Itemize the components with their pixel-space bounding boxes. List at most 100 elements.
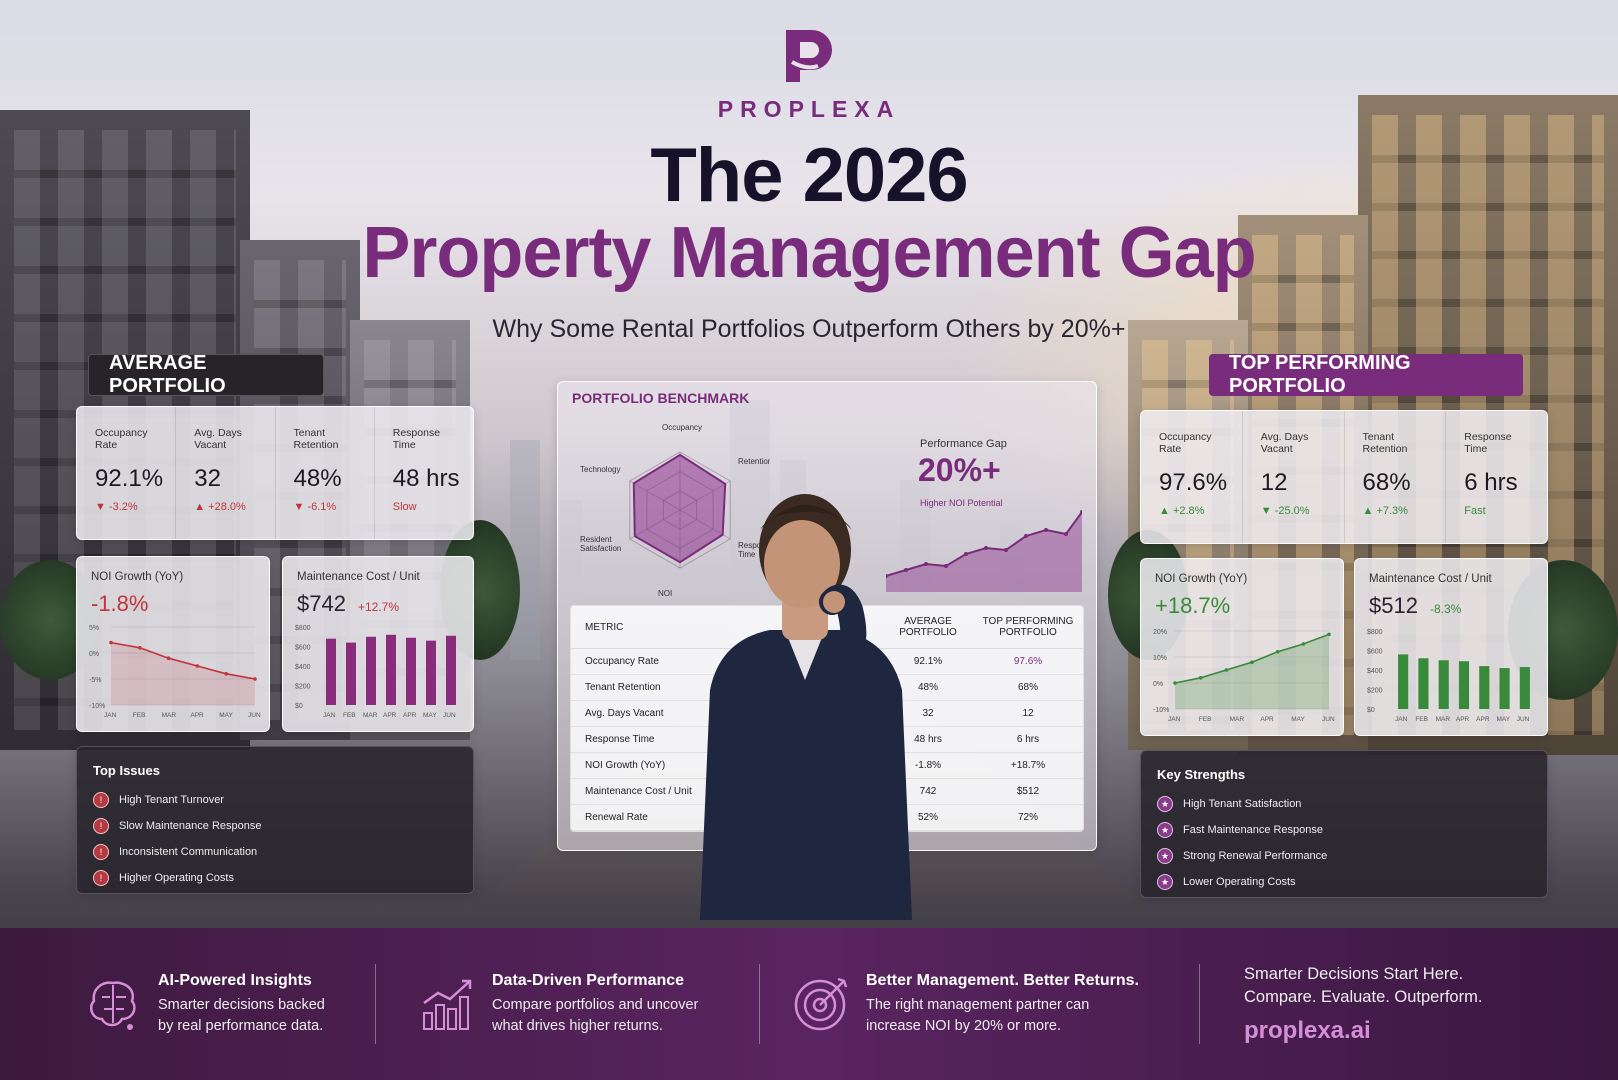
data-point [1250, 660, 1254, 664]
noi-label: NOI Growth (YoY) [1155, 573, 1248, 585]
y-tick-label: $800 [1367, 629, 1383, 636]
bar [1458, 661, 1470, 709]
trend-point [1080, 510, 1082, 514]
kpi-label: Occupancy Rate [1159, 431, 1212, 455]
businessman-figure [700, 494, 912, 920]
y-tick-label: $0 [1367, 707, 1375, 714]
x-tick-label: JAN [323, 712, 336, 719]
footer-title: AI-Powered Insights [158, 971, 312, 989]
data-point [1224, 668, 1229, 672]
maintenance-change: -8.3% [1429, 602, 1462, 616]
top-maintenance-chart: $800 $600 $400 $200 $0 JAN FEB MAR APR APR MAY JUN [1367, 629, 1530, 723]
headline-line-2: Property Management Gap [362, 213, 1256, 293]
y-tick-label: -10% [89, 703, 105, 710]
bar [446, 635, 456, 705]
x-tick-label: MAR [1436, 716, 1451, 723]
x-tick-label: APR [1456, 716, 1470, 723]
data-point [1301, 642, 1306, 646]
footer-data-driven: Data-Driven Performance Compare portfoli… [376, 964, 760, 1044]
radar-axis-label: Technology [580, 465, 620, 474]
bar [386, 634, 396, 705]
x-tick-label: JAN [104, 712, 117, 719]
bar [1398, 654, 1409, 709]
area-fill [1175, 634, 1329, 709]
radar-axis-label: Occupancy [662, 423, 702, 432]
trend-point [964, 552, 968, 556]
bar [406, 637, 416, 705]
noi-value: +18.7% [1155, 593, 1231, 618]
data-point [166, 656, 171, 660]
x-tick-label: JAN [1395, 716, 1408, 723]
list-item: ★ Lower Operating Costs [1157, 874, 1531, 890]
target-icon [794, 977, 848, 1031]
bar [426, 640, 436, 705]
list-item: ★ High Tenant Satisfaction [1157, 796, 1531, 812]
x-tick-label: APR [1476, 716, 1490, 723]
data-point [109, 640, 113, 645]
top-issues-card: Top Issues ! High Tenant Turnover! Slow Ma… [76, 746, 474, 894]
list-item-label: Lower Operating Costs [1183, 876, 1296, 888]
col-average: AVERAGE PORTFOLIO [883, 606, 973, 649]
kpi-value: 12 [1260, 469, 1288, 496]
performance-gap-sub: Higher NOI Potential [920, 498, 1003, 508]
kpi-label: Response Time [392, 427, 441, 451]
y-tick-label: $600 [1367, 649, 1383, 656]
kpi-value: 48% [293, 465, 342, 492]
proplexa-logo-icon [786, 30, 832, 82]
average-maintenance-chart: $800 $600 $400 $200 $0 JAN FEB MAR APR APR MAY JUN [295, 625, 456, 719]
bar-chart-growth-icon [423, 979, 472, 1030]
kpi-response-time: Response Time 48 hrs Slow [375, 407, 473, 539]
maintenance-change: +12.7% [357, 600, 399, 614]
trend-point [1024, 534, 1028, 538]
list-item-label: High Tenant Satisfaction [1183, 798, 1302, 810]
data-point [224, 672, 228, 676]
area-fill [111, 642, 255, 705]
bar [1418, 658, 1429, 709]
subheadline: Why Some Rental Portfolios Outperform Ot… [492, 315, 1126, 343]
kpi-value: 92.1% [95, 465, 164, 492]
footer-text-line: The right management partner can [866, 996, 1090, 1013]
y-tick-label: $400 [295, 664, 311, 671]
x-tick-label: APR [403, 712, 417, 719]
footer-text-line: what drives higher returns. [492, 1017, 663, 1034]
radar-axis-label: Satisfaction [580, 544, 621, 553]
x-tick-label: APR [1260, 716, 1274, 723]
x-tick-label: MAY [423, 712, 437, 719]
kpi-label: Response Time [1464, 431, 1512, 455]
average-noi-chart: 5% 0% -5% -10% JAN FEB MAR APR MAY JUN [89, 625, 261, 719]
x-tick-label: MAY [219, 712, 233, 719]
trend-point [984, 546, 988, 550]
x-tick-label: JUN [1517, 716, 1530, 723]
average-maintenance-card: Maintenance Cost / Unit $742 +12.7% $800 $… [282, 556, 474, 732]
kpi-label: Tenant Retention [293, 427, 339, 451]
y-tick-label: 20% [1153, 629, 1167, 636]
performance-gap-value: 20%+ [918, 452, 1001, 488]
x-tick-label: MAR [363, 712, 378, 719]
footer-text-line: increase NOI by 20% or more. [866, 1017, 1062, 1034]
x-tick-label: APR [190, 712, 204, 719]
bar [326, 638, 336, 705]
x-tick-label: MAR [162, 712, 177, 719]
radar-chart: OccupancyRetentionResponseTimeNOIGrowthR… [580, 423, 770, 598]
top-noi-card: NOI Growth (YoY) +18.7% 20% 10% 0% -10% JAN F… [1140, 558, 1344, 736]
kpi-change: Slow [392, 501, 417, 513]
list-item-label: Inconsistent Communication [119, 846, 258, 858]
data-point [1275, 650, 1280, 654]
kpi-change: ▼ -25.0% [1260, 505, 1310, 517]
radar-ring [629, 451, 731, 569]
average-portfolio-tag: AVERAGE PORTFOLIO [88, 352, 324, 397]
list-item-label: Fast Maintenance Response [1183, 824, 1324, 836]
warning-icon: ! [93, 818, 109, 834]
list-item: ! Slow Maintenance Response [93, 818, 457, 834]
y-tick-label: 0% [1153, 681, 1163, 688]
bar [1438, 660, 1449, 709]
website-link[interactable]: proplexa.ai [1244, 1017, 1371, 1044]
y-tick-label: 0% [89, 651, 99, 658]
x-tick-label: FEB [1199, 716, 1212, 723]
x-tick-label: JUN [248, 712, 261, 719]
check-badge-icon: ★ [1157, 848, 1173, 864]
list-item: ★ Fast Maintenance Response [1157, 822, 1531, 838]
top-maintenance-card: Maintenance Cost / Unit $512 -8.3% $800 $6… [1354, 558, 1548, 736]
bar [366, 636, 376, 705]
warning-icon: ! [93, 870, 109, 886]
